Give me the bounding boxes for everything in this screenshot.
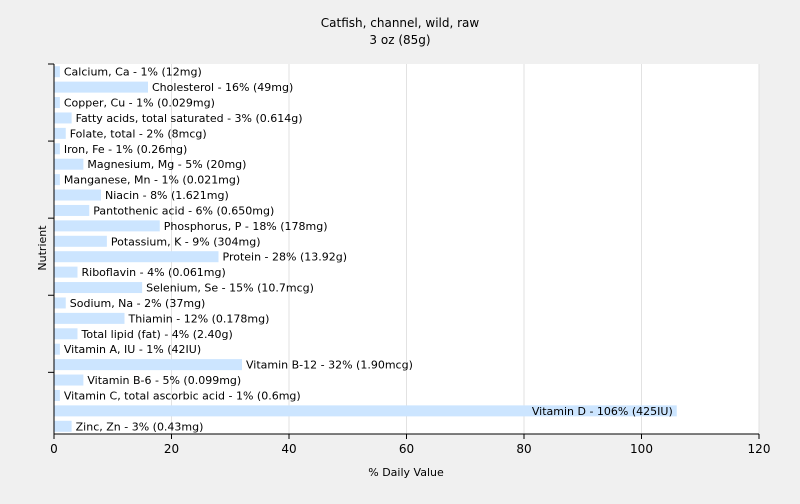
bar	[54, 389, 60, 401]
bar-label: Fatty acids, total saturated - 3% (0.614…	[76, 112, 303, 125]
axes: 0 20 40 60 80 100 120	[48, 63, 771, 456]
bar-label: Magnesium, Mg - 5% (20mg)	[87, 158, 246, 171]
bar-label: Riboflavin - 4% (0.061mg)	[82, 266, 226, 279]
y-axis-label: Nutrient	[36, 225, 49, 271]
bar-label: Folate, total - 2% (8mcg)	[70, 127, 207, 140]
bar	[54, 81, 148, 93]
bar	[54, 66, 60, 78]
bar	[54, 97, 60, 109]
bar-label: Vitamin A, IU - 1% (42IU)	[64, 343, 201, 356]
bar	[54, 343, 60, 355]
bar-label: Zinc, Zn - 3% (0.43mg)	[76, 420, 204, 433]
bar-label: Iron, Fe - 1% (0.26mg)	[64, 143, 187, 156]
bar	[54, 266, 78, 278]
bar	[54, 405, 677, 417]
bar-label: Vitamin C, total ascorbic acid - 1% (0.6…	[64, 389, 301, 402]
bar	[54, 251, 219, 263]
bars	[54, 66, 677, 432]
bar-label: Sodium, Na - 2% (37mg)	[70, 297, 206, 310]
bar	[54, 297, 66, 309]
bar-label: Total lipid (fat) - 4% (2.40g)	[81, 328, 233, 341]
x-axis-label: % Daily Value	[368, 466, 444, 479]
bar	[54, 174, 60, 186]
bar	[54, 235, 107, 247]
bar-label: Thiamin - 12% (0.178mg)	[128, 312, 270, 325]
bar	[54, 420, 72, 432]
bar-labels: Calcium, Ca - 1% (12mg) Cholesterol - 16%…	[64, 66, 673, 434]
bar	[54, 127, 66, 139]
bar-label: Niacin - 8% (1.621mg)	[105, 189, 229, 202]
x-tick-label: 120	[748, 442, 771, 456]
chart-subtitle: 3 oz (85g)	[369, 33, 430, 47]
bar	[54, 312, 125, 324]
bar	[54, 220, 160, 232]
grid-lines	[171, 64, 760, 434]
bar-label: Vitamin B-6 - 5% (0.099mg)	[87, 374, 241, 387]
bar-label: Calcium, Ca - 1% (12mg)	[64, 66, 202, 79]
x-tick-label: 20	[164, 442, 179, 456]
bar-label: Potassium, K - 9% (304mg)	[111, 235, 261, 248]
bar	[54, 204, 90, 216]
bar-label: Cholesterol - 16% (49mg)	[152, 81, 293, 94]
bar-label: Pantothenic acid - 6% (0.650mg)	[93, 204, 274, 217]
bar-label: Copper, Cu - 1% (0.029mg)	[64, 97, 215, 110]
bar	[54, 143, 60, 155]
bar	[54, 112, 72, 124]
x-tick-label: 60	[399, 442, 414, 456]
x-tick-label: 100	[630, 442, 653, 456]
x-tick-label: 80	[516, 442, 531, 456]
bar	[54, 158, 84, 170]
bar	[54, 189, 101, 201]
x-tick-label: 0	[50, 442, 58, 456]
bar-label: Phosphorus, P - 18% (178mg)	[164, 220, 328, 233]
x-tick-label: 40	[281, 442, 296, 456]
bar-label: Manganese, Mn - 1% (0.021mg)	[64, 174, 240, 187]
bar-label: Protein - 28% (13.92g)	[223, 251, 348, 264]
bar-label: Selenium, Se - 15% (10.7mcg)	[146, 282, 314, 295]
bar	[54, 282, 143, 294]
bar	[54, 328, 78, 340]
chart-title: Catfish, channel, wild, raw	[321, 16, 480, 30]
bar-label: Vitamin B-12 - 32% (1.90mcg)	[246, 359, 413, 372]
bar	[54, 359, 242, 371]
bar-label: Vitamin D - 106% (425IU)	[532, 405, 673, 418]
bar	[54, 374, 84, 386]
